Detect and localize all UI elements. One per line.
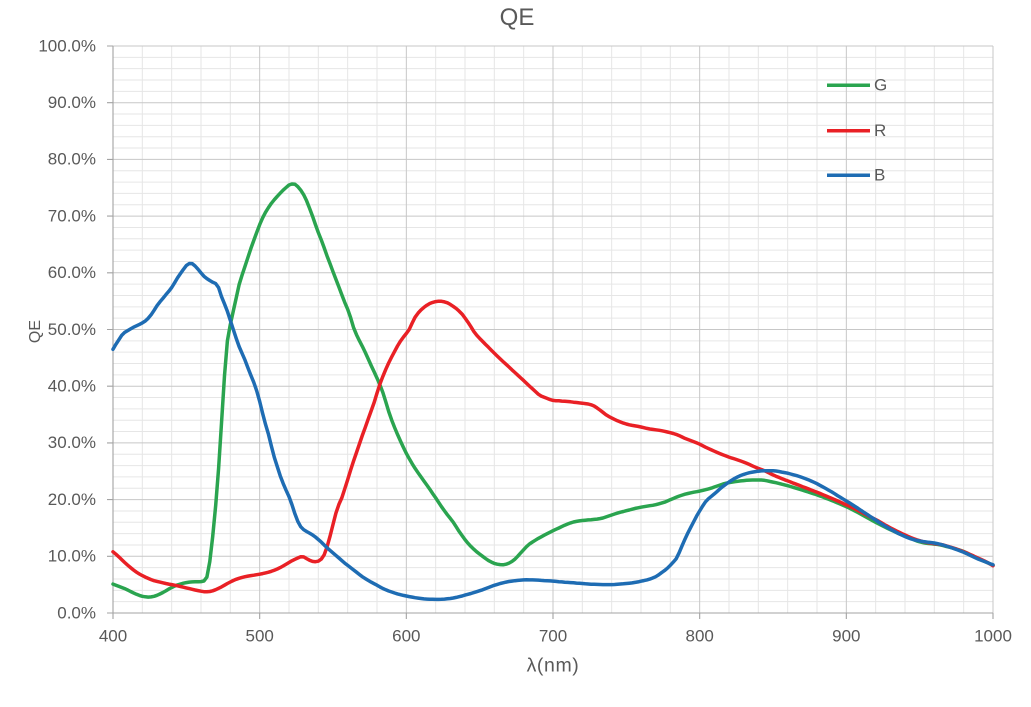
svg-text:30.0%: 30.0%: [48, 433, 96, 452]
svg-text:1000: 1000: [974, 627, 1012, 646]
svg-text:80.0%: 80.0%: [48, 150, 96, 169]
svg-text:90.0%: 90.0%: [48, 93, 96, 112]
svg-text:800: 800: [686, 627, 714, 646]
svg-text:20.0%: 20.0%: [48, 490, 96, 509]
svg-text:700: 700: [539, 627, 567, 646]
svg-text:λ(nm): λ(nm): [527, 655, 580, 677]
svg-text:400: 400: [99, 627, 127, 646]
svg-text:900: 900: [832, 627, 860, 646]
svg-text:QE: QE: [500, 4, 535, 31]
svg-text:70.0%: 70.0%: [48, 206, 96, 225]
svg-text:QE: QE: [27, 320, 44, 343]
svg-text:100.0%: 100.0%: [38, 36, 96, 55]
svg-text:500: 500: [246, 627, 274, 646]
svg-text:G: G: [874, 76, 887, 95]
svg-text:600: 600: [392, 627, 420, 646]
svg-text:50.0%: 50.0%: [48, 320, 96, 339]
svg-text:B: B: [874, 166, 885, 185]
svg-text:40.0%: 40.0%: [48, 377, 96, 396]
svg-text:10.0%: 10.0%: [48, 547, 96, 566]
svg-text:60.0%: 60.0%: [48, 263, 96, 282]
svg-text:0.0%: 0.0%: [57, 603, 96, 622]
svg-text:R: R: [874, 121, 886, 140]
